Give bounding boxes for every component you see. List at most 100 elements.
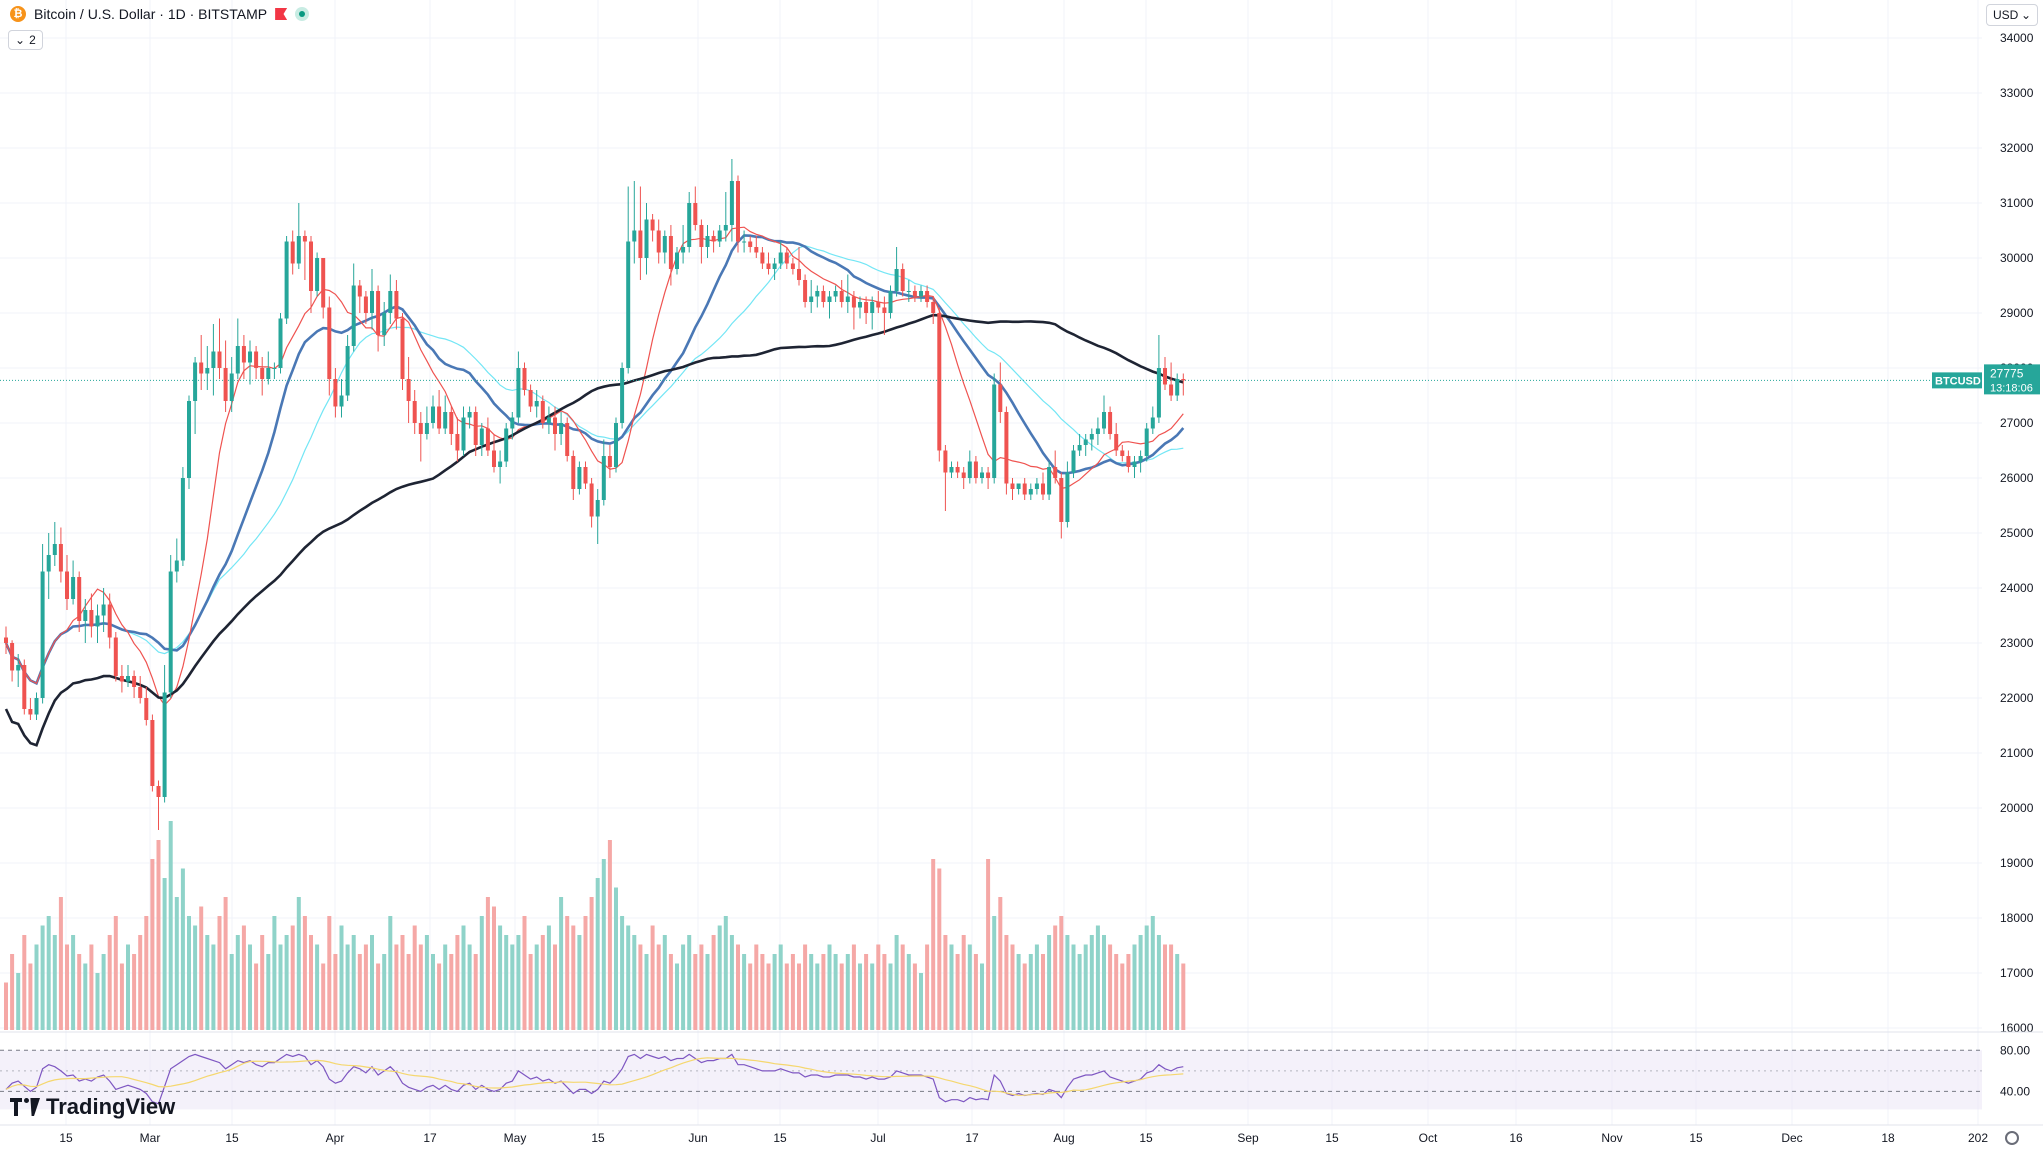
candle-body xyxy=(89,610,94,627)
volume-bar xyxy=(528,954,533,1030)
candle-body xyxy=(1022,483,1027,495)
candle-body xyxy=(199,362,204,374)
volume-bar xyxy=(1156,935,1161,1030)
volume-bar xyxy=(754,944,759,1030)
candle-body xyxy=(278,318,283,368)
rsi-tick-label: 40.00 xyxy=(2000,1084,2030,1098)
price-label-value: 27775 xyxy=(1990,366,2024,380)
candle-body xyxy=(559,423,564,434)
candle-body xyxy=(406,379,411,401)
candle-body xyxy=(455,434,460,451)
rsi-pane[interactable] xyxy=(0,1049,1982,1110)
volume-bar xyxy=(241,925,246,1030)
candle-body xyxy=(778,252,783,264)
tradingview-logo[interactable]: TradingView xyxy=(10,1094,175,1120)
volume-bar xyxy=(315,944,320,1030)
volume-bar xyxy=(321,963,326,1030)
candle-body xyxy=(34,698,39,715)
volume-bar xyxy=(668,954,673,1030)
price-label-countdown: 13:18:06 xyxy=(1990,382,2033,394)
volume-bar xyxy=(290,925,295,1030)
volume-bar xyxy=(1169,944,1174,1030)
candle-body xyxy=(882,307,887,313)
candle-body xyxy=(1144,428,1149,456)
volume-bar xyxy=(553,944,557,1030)
candlesticks[interactable] xyxy=(4,159,1186,830)
x-tick-label: Aug xyxy=(1053,1131,1074,1145)
volume-bar xyxy=(760,954,765,1030)
candle-body xyxy=(510,417,515,429)
candle-body xyxy=(28,709,33,715)
candle-body xyxy=(1065,472,1070,522)
volume-bar xyxy=(1071,944,1076,1030)
volume-bar xyxy=(955,954,960,1030)
candle-body xyxy=(168,571,173,693)
volume-bar xyxy=(1065,935,1070,1030)
volume-bar xyxy=(10,954,15,1030)
volume-bar xyxy=(1132,944,1137,1030)
volume-bar xyxy=(803,944,808,1030)
y-tick-label: 19000 xyxy=(2000,856,2034,870)
volume-bar xyxy=(864,954,869,1030)
candle-body xyxy=(83,610,88,621)
candle-body xyxy=(980,472,984,478)
volume-bar xyxy=(772,954,777,1030)
candle-body xyxy=(71,577,76,599)
x-tick-label: May xyxy=(504,1131,527,1145)
volume-bar xyxy=(406,954,411,1030)
candle-body xyxy=(187,401,191,478)
volume-bar xyxy=(1034,944,1039,1030)
volume-bar xyxy=(1016,954,1021,1030)
tradingview-wordmark: TradingView xyxy=(46,1094,176,1119)
symbol-title[interactable]: Bitcoin / U.S. Dollar · 1D · BITSTAMP xyxy=(34,6,268,22)
currency-select[interactable]: USD ⌄ xyxy=(1986,4,2038,26)
candle-body xyxy=(565,423,570,456)
candle-body xyxy=(1004,412,1009,484)
candle-body xyxy=(595,500,600,517)
candle-body xyxy=(1175,379,1180,396)
volume-bar xyxy=(296,897,301,1030)
y-tick-label: 17000 xyxy=(2000,966,2034,980)
candle-body xyxy=(943,450,948,473)
volume-bar xyxy=(522,916,527,1030)
candle-body xyxy=(583,467,588,484)
volume-bar xyxy=(1089,935,1094,1030)
volume-bar xyxy=(254,963,259,1030)
candle-body xyxy=(46,555,51,572)
volume-bar xyxy=(1120,963,1125,1030)
candle-body xyxy=(711,236,716,242)
flag-icon[interactable] xyxy=(275,8,288,20)
candle-body xyxy=(156,786,161,797)
currency-value: USD xyxy=(1993,8,2019,22)
y-tick-label: 16000 xyxy=(2000,1021,2034,1035)
volume-bar xyxy=(583,916,588,1030)
candle-body xyxy=(10,643,15,671)
candle-body xyxy=(327,307,332,379)
candle-body xyxy=(754,247,759,253)
candle-body xyxy=(577,467,582,489)
volume-bar xyxy=(1077,954,1082,1030)
volume-bar xyxy=(150,859,155,1030)
volume-bar xyxy=(345,944,350,1030)
chevron-down-icon: ⌄ xyxy=(15,33,26,47)
volume-bar xyxy=(1144,925,1149,1030)
x-tick-label: 17 xyxy=(423,1131,437,1145)
indicators-toggle-button[interactable]: ⌄ 2 xyxy=(8,30,43,50)
volume-bar xyxy=(723,916,728,1030)
candle-body xyxy=(4,637,8,643)
y-tick-label: 31000 xyxy=(2000,196,2034,210)
volume-bar xyxy=(967,944,972,1030)
volume-bar xyxy=(52,935,57,1030)
volume-bar xyxy=(485,897,490,1030)
market-open-icon xyxy=(295,7,310,21)
volume-bar xyxy=(479,916,484,1030)
settings-icon[interactable] xyxy=(2005,1131,2019,1145)
volume-bar xyxy=(113,916,118,1030)
volume-bar xyxy=(711,935,716,1030)
symbol-header[interactable]: ₿ Bitcoin / U.S. Dollar · 1D · BITSTAMP xyxy=(0,0,310,28)
candle-body xyxy=(540,401,545,423)
candle-body xyxy=(290,241,295,264)
candle-body xyxy=(998,384,1003,412)
volume-bar xyxy=(845,954,850,1030)
